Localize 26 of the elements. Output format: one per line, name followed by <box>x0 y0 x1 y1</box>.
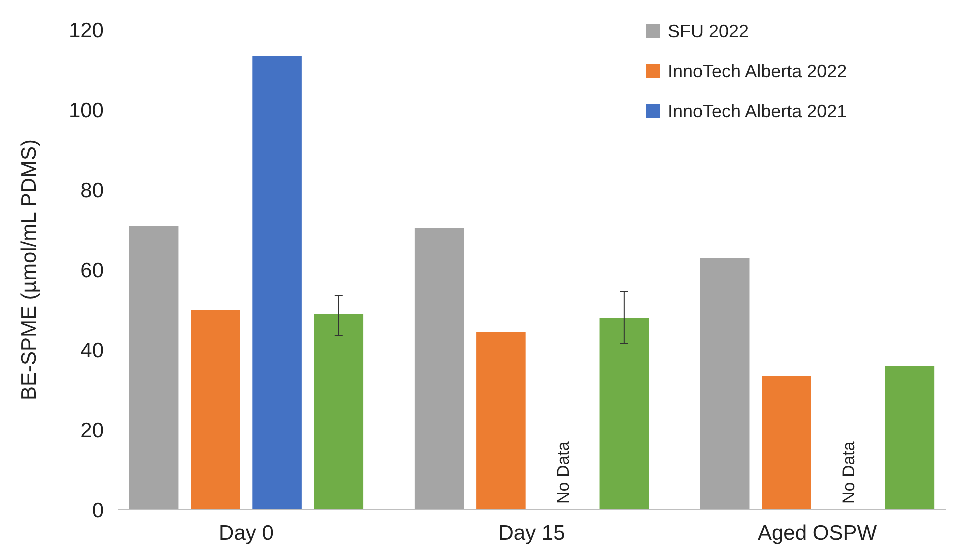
bar <box>700 258 750 510</box>
bar <box>252 56 302 510</box>
y-tick-label: 100 <box>68 99 104 122</box>
y-tick-label: 40 <box>80 339 104 362</box>
bar <box>191 310 240 510</box>
y-tick-label: 80 <box>80 179 104 202</box>
bar <box>129 226 179 510</box>
y-axis-title: BE-SPME (µmol/mL PDMS) <box>18 139 41 401</box>
annotation: No Data <box>554 441 573 504</box>
legend-label: InnoTech Alberta 2022 <box>668 61 848 82</box>
bar <box>885 366 935 510</box>
y-tick-label: 60 <box>80 259 104 282</box>
bar <box>314 314 364 510</box>
y-tick-label: 20 <box>80 419 104 442</box>
y-tick-label: 0 <box>92 499 104 522</box>
bar <box>762 376 812 510</box>
x-tick-label: Aged OSPW <box>758 522 878 545</box>
legend-label: SFU 2022 <box>668 21 750 42</box>
x-tick-label: Day 15 <box>498 522 566 545</box>
x-tick-label: Day 0 <box>219 522 274 545</box>
bar <box>600 318 650 510</box>
y-tick-label: 120 <box>68 19 104 42</box>
legend-label: InnoTech Alberta 2021 <box>668 101 848 122</box>
bar <box>476 332 526 510</box>
annotation: No Data <box>839 441 858 504</box>
bar <box>414 228 464 510</box>
